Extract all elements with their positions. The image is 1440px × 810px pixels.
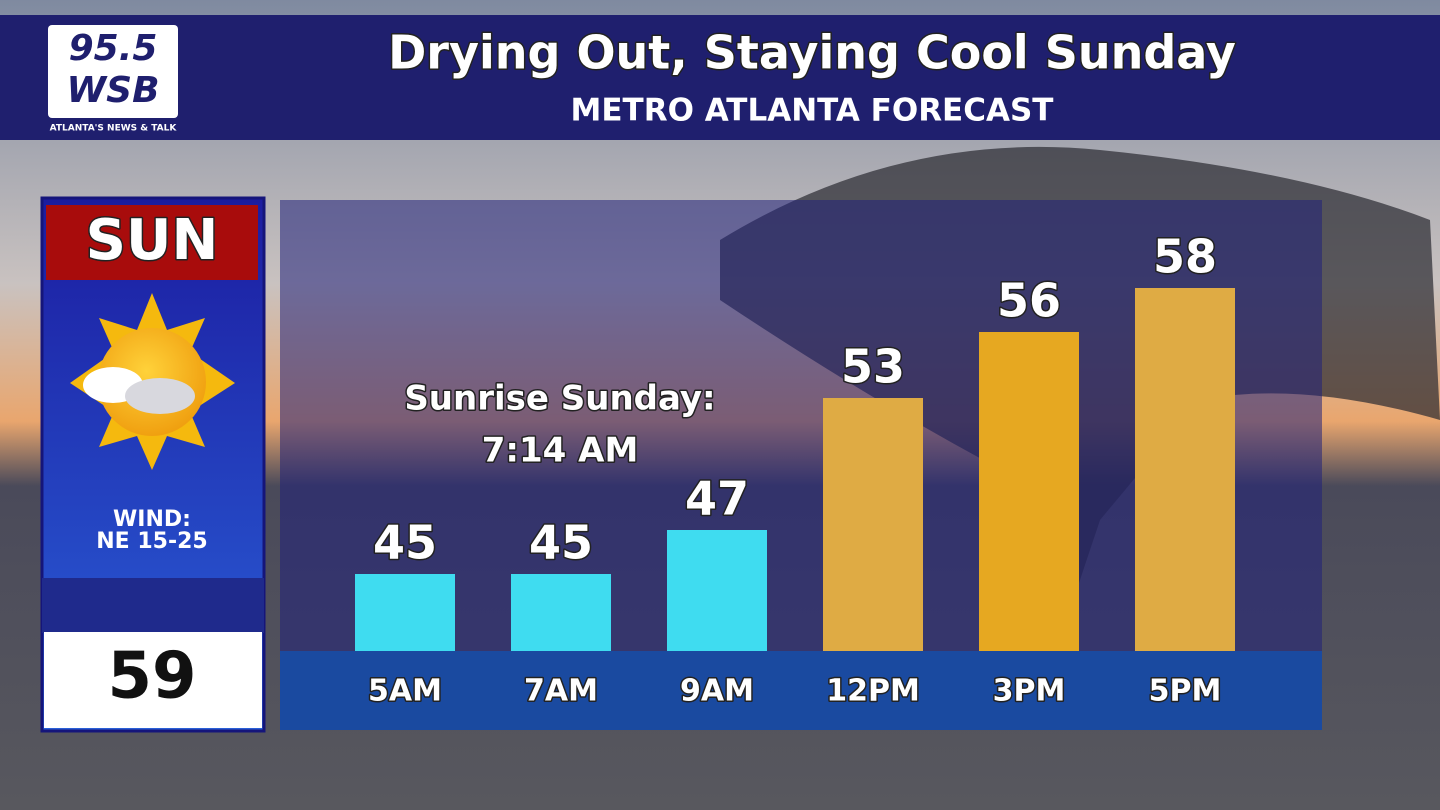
x-tick-label: 12PM — [826, 674, 920, 709]
day-box — [46, 205, 258, 280]
x-tick-label: 3PM — [993, 674, 1066, 709]
bar — [355, 574, 455, 651]
day: SUN — [86, 208, 219, 273]
wind: NE 15-25 — [96, 529, 207, 554]
value-label: 53 — [841, 340, 905, 394]
value-label: 47 — [685, 472, 749, 526]
x-tick-label: 5PM — [1149, 674, 1222, 709]
logo-tagline: ATLANTA'S NEWS & TALK — [50, 124, 178, 134]
subtitle: METRO ATLANTA FORECAST — [571, 93, 1054, 129]
logo-text: WSB — [66, 70, 159, 111]
value-label: 56 — [997, 274, 1061, 328]
annotation: 7:14 AM — [482, 431, 639, 471]
x-tick-label: 5AM — [368, 674, 442, 709]
side-panel-band — [42, 578, 264, 633]
title: Drying Out, Staying Cool Sunday — [388, 26, 1236, 80]
value-label: 58 — [1153, 230, 1217, 284]
value-label: 45 — [373, 516, 437, 570]
x-tick-label: 9AM — [680, 674, 754, 709]
high-temp: 59 — [107, 640, 196, 714]
header-band — [0, 15, 1440, 140]
value-label: 45 — [529, 516, 593, 570]
bar — [667, 530, 767, 651]
high-box — [44, 632, 262, 728]
logo-box — [48, 25, 178, 118]
bar — [979, 332, 1079, 651]
annotation: Sunrise Sunday: — [404, 379, 715, 419]
category-band — [280, 651, 1322, 730]
x-tick-label: 7AM — [524, 674, 598, 709]
bar — [511, 574, 611, 651]
weather-icon — [70, 293, 235, 470]
bar — [1135, 288, 1235, 651]
bar — [823, 398, 923, 651]
logo-text: 95.5 — [69, 28, 158, 69]
wind-label: WIND: — [113, 507, 191, 532]
